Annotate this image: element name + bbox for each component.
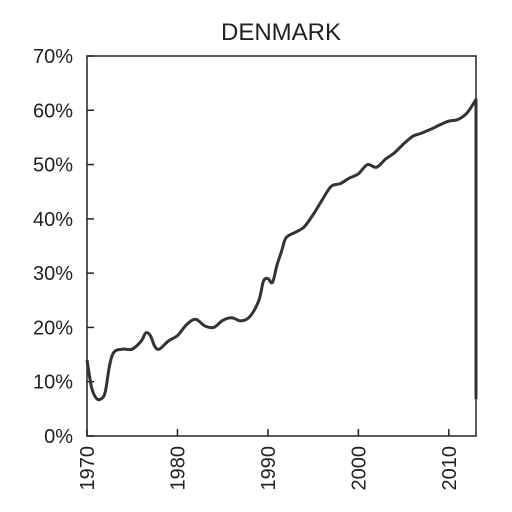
chart-title: DENMARK xyxy=(221,19,341,46)
y-tick-label: 70% xyxy=(33,46,73,68)
y-tick-label: 10% xyxy=(33,372,73,394)
y-tick-label: 30% xyxy=(33,263,73,285)
y-tick-label: 0% xyxy=(44,426,73,448)
y-tick-label: 40% xyxy=(33,209,73,231)
y-tick-label: 20% xyxy=(33,317,73,339)
x-tick-label: 1990 xyxy=(258,446,280,491)
x-axis: 1970 1980 1990 2000 2010 xyxy=(77,429,461,491)
x-tick-label: 2010 xyxy=(439,446,461,491)
x-tick-label: 2000 xyxy=(348,446,370,491)
series-layer xyxy=(85,97,478,402)
y-axis: 0% 10% 20% 30% 40% 50% 60% 70% xyxy=(33,46,94,448)
x-tick-label: 1970 xyxy=(77,446,99,491)
x-tick-label: 1980 xyxy=(167,446,189,491)
y-tick-label: 50% xyxy=(33,155,73,177)
y-tick-label: 60% xyxy=(33,100,73,122)
series-line xyxy=(85,97,478,402)
